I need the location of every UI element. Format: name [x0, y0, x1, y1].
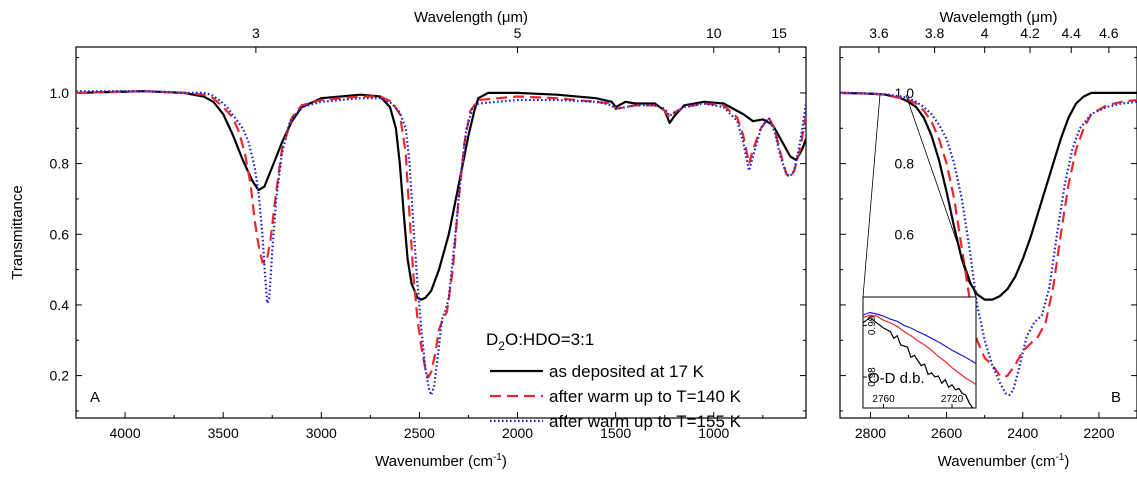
inset-series-2 — [863, 314, 976, 386]
panel-b-xlabel-sup: -1 — [1055, 452, 1064, 463]
legend-entry-2: after warm up to T=140 K — [549, 387, 742, 406]
panel-b-top-tick-label: 4.4 — [1061, 25, 1081, 41]
inset-series — [863, 311, 976, 408]
panel-b-x-axis-title: Wavenumber (cm-1) — [938, 452, 1070, 470]
panel-a-xtick-label: 1500 — [600, 425, 631, 441]
legend-title-rest: O:HDO=3:1 — [505, 330, 594, 349]
panel-b-series-1 — [840, 91, 1137, 301]
panel-a-ytick-label: 0.2 — [50, 368, 70, 384]
panel-a-series-3 — [76, 90, 806, 397]
panel-b-xtick-label: 2600 — [931, 425, 962, 441]
panel-a-xlabel-sup: -1 — [493, 452, 502, 463]
panel-b-series-2 — [840, 91, 1137, 379]
legend-title: D2O:HDO=3:1 — [486, 330, 594, 353]
legend-title-sub: 2 — [498, 339, 505, 353]
legend-entry-1: as deposited at 17 K — [549, 362, 705, 381]
panel-b-top-tick-label: 4.6 — [1099, 25, 1119, 41]
panel-a-top-tick-label: 10 — [706, 25, 722, 41]
panel-b-xtick-label: 2200 — [1083, 425, 1114, 441]
panel-a-xtick-label: 2000 — [502, 425, 533, 441]
panel-a-xtick-label: 3000 — [306, 425, 337, 441]
panel-b-series-3 — [840, 91, 1137, 397]
inset-ytick-label: 0.98 — [867, 367, 878, 387]
panel-b-letter: B — [1111, 389, 1121, 406]
panel-a-ytick-label: 0.4 — [50, 297, 70, 313]
panel-a-xlabel-end: ) — [502, 453, 507, 470]
panel-a-letter: A — [90, 389, 100, 406]
legend-entry-3: after warm up to T=155 K — [549, 412, 742, 431]
panel-b-top-tick-label: 4 — [981, 25, 989, 41]
inset-series-1 — [863, 316, 975, 408]
panel-b-frame — [839, 46, 1137, 419]
panel-a-ytick-label: 0.6 — [50, 226, 70, 242]
panel-a-top-tick-label: 5 — [514, 25, 522, 41]
panel-a-x-axis-title: Wavenumber (cm-1) — [375, 452, 507, 470]
panel-b-ytick-label: 0.6 — [895, 226, 915, 242]
panel-b-top-tick-label: 3.8 — [925, 25, 945, 41]
panel-a-xtick-label: 4000 — [109, 425, 140, 441]
inset-xtick-label: 2720 — [941, 394, 964, 405]
inset-ticks: 2760 2720 0.98 0.99 — [863, 315, 964, 408]
inset-series-3 — [863, 311, 976, 365]
panel-a-ytick-label: 0.8 — [50, 156, 70, 172]
panel-a-series-2 — [76, 90, 806, 379]
inset: 2760 2720 0.98 0.99 O-D d.b. — [862, 296, 977, 409]
panel-a-ytick-label: 1.0 — [50, 85, 70, 101]
inset-xtick-label: 2760 — [872, 394, 895, 405]
panel-a-top-tick-label: 15 — [771, 25, 787, 41]
inset-frame — [862, 296, 977, 409]
panel-b-top-tick-label: 3.6 — [869, 25, 889, 41]
panel-a-top-tick-label: 3 — [252, 25, 260, 41]
panel-a-xtick-label: 3500 — [208, 425, 239, 441]
panel-b-xlabel: Wavenumber (cm — [938, 453, 1056, 470]
zoom-line-left — [862, 94, 881, 298]
inset-ytick-label: 0.99 — [867, 315, 878, 335]
panel-a-xtick-label: 2500 — [404, 425, 435, 441]
zoom-line-right — [905, 94, 977, 298]
panel-a-y-axis-title: Transmittance — [9, 185, 26, 279]
panel-a-series-1 — [76, 90, 806, 301]
panel-a: 4000 3500 3000 2500 2000 1500 1000 0.2 0.4 0.6 0.8… — [9, 9, 807, 470]
panel-a-xlabel: Wavenumber (cm — [375, 453, 493, 470]
panel-a-xtick-label: 1000 — [698, 425, 729, 441]
panel-b-xtick-label: 2400 — [1007, 425, 1038, 441]
panel-a-frame — [75, 46, 807, 419]
inset-label: O-D d.b. — [868, 370, 925, 387]
panel-b-xtick-label: 2800 — [855, 425, 886, 441]
panel-b-ytick-label: 0.8 — [895, 156, 915, 172]
panel-b-top-axis-title: Wavelemgth (μm) — [939, 9, 1057, 26]
panel-a-series — [76, 90, 806, 397]
panel-b-ticks: 28002600240022000.20.40.60.81.03.63.844.… — [840, 25, 1137, 441]
legend: D2O:HDO=3:1 as deposited at 17 K after wa… — [486, 330, 742, 431]
inset-zoom-lines — [862, 94, 977, 298]
panel-b: 28002600240022000.20.40.60.81.03.63.844.… — [839, 9, 1137, 470]
panel-a-top-axis-title: Wavelength (μm) — [414, 9, 528, 26]
legend-title-d: D — [486, 330, 498, 349]
panel-b-xlabel-end: ) — [1064, 453, 1069, 470]
panel-a-ticks: 4000 3500 3000 2500 2000 1500 1000 0.2 0.4 0.6 0.8… — [50, 25, 806, 441]
panel-b-top-tick-label: 4.2 — [1020, 25, 1040, 41]
